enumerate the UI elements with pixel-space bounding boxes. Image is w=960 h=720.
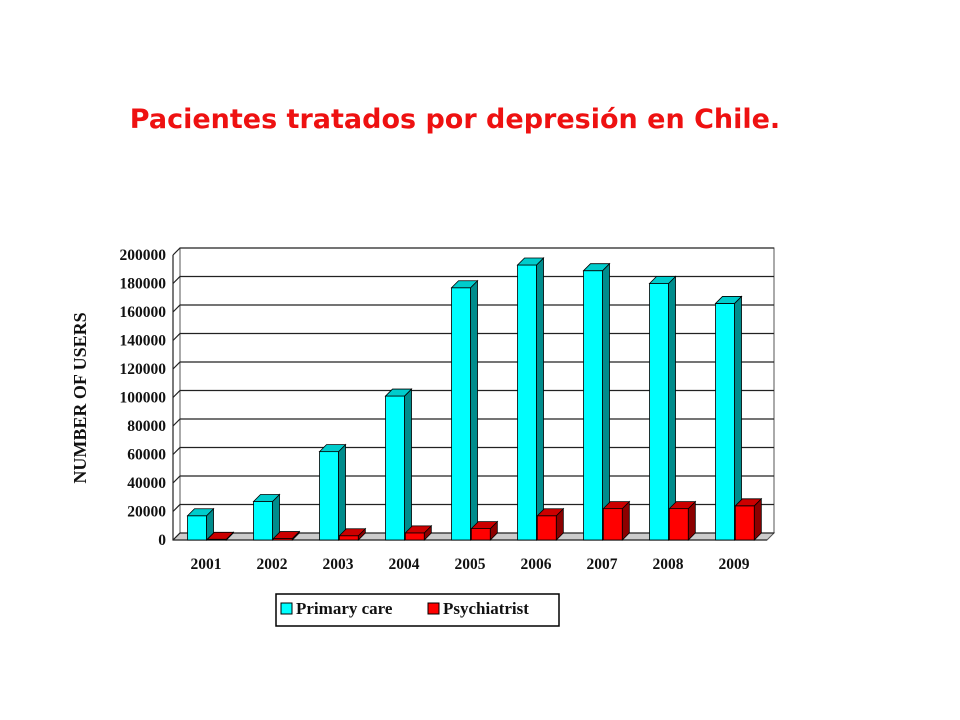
y-tick-label: 100000 <box>120 390 167 407</box>
y-tick-label: 140000 <box>120 333 167 350</box>
bar-psychiatrist-2009 <box>734 497 763 541</box>
legend: Primary care Psychiatrist <box>275 593 560 627</box>
y-tick-label: 160000 <box>120 304 167 321</box>
bar-psychiatrist-2005 <box>470 520 499 541</box>
bar-primary-care-2008 <box>648 275 677 541</box>
gridline <box>172 332 774 341</box>
x-tick-label: 2002 <box>257 556 288 573</box>
y-tick-label: 40000 <box>127 475 166 492</box>
legend-box <box>275 593 560 627</box>
bar-primary-care-2005 <box>450 279 479 541</box>
gridline <box>172 503 774 512</box>
x-tick-label: 2008 <box>653 556 684 573</box>
bar-psychiatrist-2001 <box>206 531 235 541</box>
bar-psychiatrist-2003 <box>338 527 367 541</box>
bar-psychiatrist-2008 <box>668 500 697 541</box>
y-axis-ticks: 0 20000 40000 60000 80000 100000 120000 140000 1… <box>120 247 167 549</box>
y-tick-label: 200000 <box>120 247 167 264</box>
legend-label-psychiatrist: Psychiatrist <box>443 599 529 618</box>
x-axis-ticks: 2001 2002 2003 2004 2005 2006 2007 2008 2009 <box>191 556 750 573</box>
y-tick-label: 0 <box>158 532 166 549</box>
gridline <box>172 361 774 370</box>
y-tick-label: 60000 <box>127 447 166 464</box>
y-tick-label: 180000 <box>120 276 167 293</box>
gridline <box>172 275 774 284</box>
x-tick-label: 2007 <box>587 556 618 573</box>
x-tick-label: 2009 <box>719 556 750 573</box>
bar-primary-care-2009 <box>714 295 743 541</box>
bar-primary-care-2002 <box>252 493 281 541</box>
bars <box>186 257 763 541</box>
x-tick-label: 2005 <box>455 556 486 573</box>
x-tick-label: 2004 <box>389 556 420 573</box>
gridline <box>172 446 774 455</box>
x-tick-label: 2006 <box>521 556 552 573</box>
legend-label-primary-care: Primary care <box>296 599 393 618</box>
x-tick-label: 2001 <box>191 556 222 573</box>
bar-psychiatrist-2002 <box>272 530 301 541</box>
bar-primary-care-2004 <box>384 388 413 541</box>
gridline <box>172 247 774 256</box>
bar-primary-care-2001 <box>186 507 215 541</box>
slide-title: Pacientes tratados por depresión en Chil… <box>129 104 781 135</box>
bar-primary-care-2006 <box>516 257 545 541</box>
gridline <box>172 475 774 484</box>
y-tick-label: 80000 <box>127 418 166 435</box>
y-tick-label: 120000 <box>120 361 167 378</box>
legend-swatch-psychiatrist <box>427 602 440 615</box>
y-tick-label: 20000 <box>127 504 166 521</box>
bar-psychiatrist-2004 <box>404 524 433 541</box>
bar-psychiatrist-2007 <box>602 500 631 541</box>
gridline <box>172 304 774 313</box>
gridline <box>172 389 774 398</box>
bar-primary-care-2007 <box>582 262 611 541</box>
y-axis-label: NUMBER OF USERS <box>70 312 90 483</box>
bar-primary-care-2003 <box>318 443 347 541</box>
legend-swatch-primary-care <box>280 602 293 615</box>
gridline <box>172 418 774 427</box>
bar-psychiatrist-2006 <box>536 507 565 541</box>
gridline <box>172 532 774 541</box>
x-tick-label: 2003 <box>323 556 354 573</box>
